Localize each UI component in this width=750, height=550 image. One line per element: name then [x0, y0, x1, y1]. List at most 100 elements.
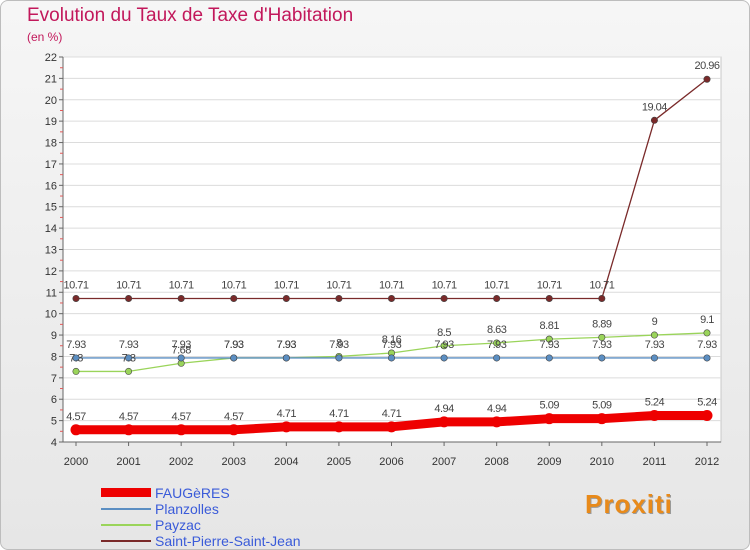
data-point [650, 116, 658, 124]
y-tick-label: 11 [46, 287, 57, 299]
data-point [493, 354, 501, 362]
data-point [386, 421, 397, 433]
y-tick-label: 6 [51, 394, 57, 406]
x-tick-label: 2000 [64, 456, 88, 468]
data-point [280, 421, 292, 433]
data-point [491, 416, 503, 428]
data-point [438, 416, 450, 428]
x-tick-label: 2008 [484, 456, 508, 468]
data-point [545, 335, 553, 343]
data-point [703, 329, 711, 337]
data-label: 10.71 [326, 279, 351, 291]
y-tick-label: 7 [51, 373, 57, 385]
data-point [125, 294, 133, 302]
data-label: 4.71 [329, 408, 349, 420]
legend-label-saint-pierre: Saint-Pierre-Saint-Jean [155, 533, 301, 549]
data-label: 10.71 [116, 279, 141, 291]
data-point [333, 421, 345, 433]
data-label: 10.71 [63, 279, 88, 291]
data-label: 10.71 [589, 279, 614, 291]
y-tick-label: 15 [45, 202, 57, 214]
legend-label-faugeres: FAUGèRES [155, 485, 230, 501]
data-label: 9 [652, 316, 658, 328]
data-point [545, 354, 553, 362]
legend-swatch-faugeres [101, 488, 151, 497]
y-tick-label: 9 [51, 330, 57, 342]
y-tick-label: 4 [51, 437, 57, 449]
data-label: 7.93 [540, 339, 560, 351]
data-label: 10.71 [169, 279, 194, 291]
data-label: 20.96 [694, 60, 719, 72]
legend-label-planzolles: Planzolles [155, 501, 219, 517]
data-label: 7.3 [122, 352, 136, 364]
data-label: 4.94 [434, 403, 454, 415]
data-label: 10.71 [274, 279, 299, 291]
data-label: 10.71 [537, 279, 562, 291]
data-label: 7.93 [66, 339, 86, 351]
data-label: 5.24 [697, 396, 717, 408]
data-point [228, 424, 240, 436]
x-tick-label: 2009 [537, 456, 561, 468]
y-tick-label: 17 [45, 159, 57, 171]
data-label: 5.09 [592, 400, 612, 412]
data-point [598, 354, 606, 362]
proxiti-logo: Proxiti [585, 489, 673, 519]
data-point [440, 354, 448, 362]
x-tick-label: 2004 [274, 456, 298, 468]
data-point [387, 294, 395, 302]
data-point [650, 354, 658, 362]
x-tick-label: 2010 [590, 456, 614, 468]
data-label: 7.93 [224, 339, 244, 351]
data-label: 7.93 [277, 339, 297, 351]
y-tick-label: 10 [45, 309, 57, 321]
y-tick-label: 22 [45, 52, 57, 64]
data-point [230, 294, 238, 302]
data-point [72, 367, 80, 375]
data-label: 4.94 [487, 403, 507, 415]
y-tick-label: 21 [45, 73, 57, 85]
data-label: 7.3 [69, 352, 83, 364]
data-label: 4.71 [382, 408, 402, 420]
data-point [440, 342, 448, 350]
data-point [598, 294, 606, 302]
data-label: 19.04 [642, 101, 667, 113]
data-label: 7.93 [434, 339, 454, 351]
data-point [335, 354, 343, 362]
chart-title: Evolution du Taux de Taxe d'Habitation [27, 5, 354, 26]
data-label: 4.57 [66, 411, 86, 423]
data-label: 4.57 [224, 411, 244, 423]
data-point [70, 424, 82, 436]
data-label: 4.71 [277, 408, 297, 420]
data-label: 8.16 [382, 334, 402, 346]
y-tick-label: 13 [45, 245, 57, 257]
data-point [177, 294, 185, 302]
data-point [545, 294, 553, 302]
data-point [650, 331, 658, 339]
data-label: 7.93 [171, 339, 191, 351]
data-label: 5.09 [540, 400, 560, 412]
x-tick-label: 2007 [432, 456, 456, 468]
data-point [72, 294, 80, 302]
data-label: 7.93 [697, 339, 717, 351]
x-tick-label: 2012 [695, 456, 719, 468]
data-point [493, 339, 501, 347]
y-tick-label: 20 [45, 95, 57, 107]
data-label: 5.24 [645, 396, 665, 408]
data-label: 8.89 [592, 318, 612, 330]
y-tick-label: 18 [45, 138, 57, 150]
data-label: 4.57 [119, 411, 139, 423]
data-point [230, 354, 238, 362]
data-label: 7.93 [224, 339, 244, 351]
data-point [493, 294, 501, 302]
data-point [72, 354, 80, 362]
data-label: 10.71 [379, 279, 404, 291]
data-label: 8.81 [540, 320, 560, 332]
data-point [648, 409, 660, 421]
legend-swatch-planzolles [101, 508, 151, 510]
data-label: 10.71 [484, 279, 509, 291]
y-tick-label: 8 [51, 351, 57, 363]
data-point [282, 354, 290, 362]
data-point [701, 409, 713, 421]
